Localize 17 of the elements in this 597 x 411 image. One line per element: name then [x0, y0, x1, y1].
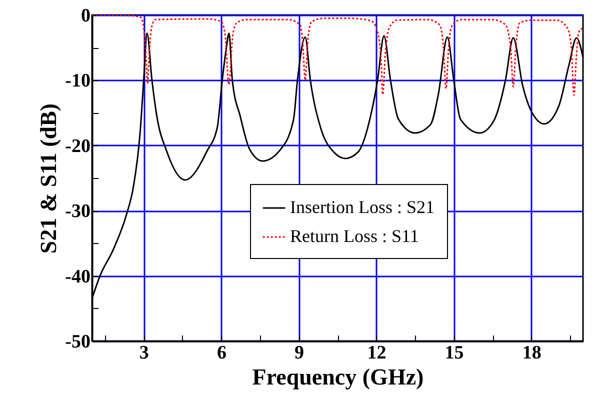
x-axis-title: Frequency (GHz)	[252, 364, 424, 390]
y-tick-label: -40	[65, 266, 90, 288]
y-tick-label: -10	[65, 70, 90, 92]
line-series	[92, 15, 583, 96]
x-tick-label: 18	[522, 342, 542, 364]
x-tick-label: 12	[367, 342, 386, 364]
y-tick-label: 0	[81, 6, 90, 26]
x-tick-label: 6	[216, 342, 226, 364]
y-tick-label: -20	[65, 136, 90, 157]
legend-label: Return Loss : S11	[290, 226, 419, 246]
legend-label: Insertion Loss : S21	[290, 197, 435, 217]
y-axis-title: S21 & S11 (dB)	[36, 103, 62, 254]
y-tick-label: -30	[65, 201, 90, 222]
x-tick-label: 15	[444, 342, 464, 364]
x-tick-label: 3	[139, 342, 149, 364]
x-tick-label: 9	[294, 342, 304, 364]
y-tick-label: -50	[65, 332, 90, 352]
